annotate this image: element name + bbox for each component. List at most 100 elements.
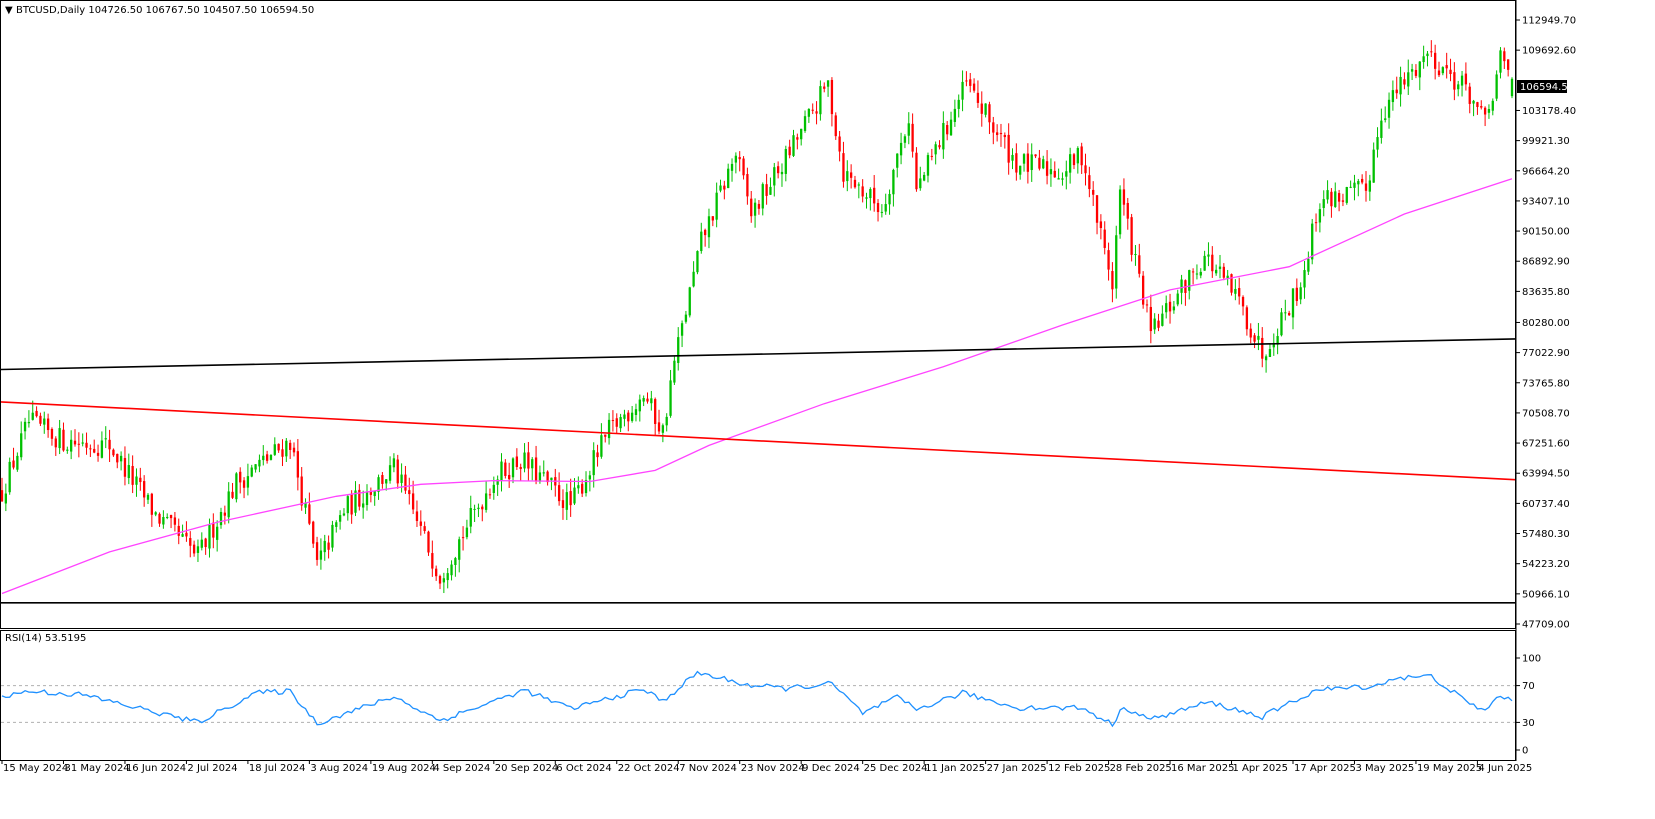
chart-header: ▼ BTCUSD,Daily 104726.50 106767.50 10450… — [5, 5, 314, 16]
candle-body — [780, 171, 784, 175]
candle-body — [408, 490, 411, 495]
candle-body — [354, 490, 357, 513]
current-price-label: 106594.50 — [1517, 80, 1574, 93]
candle-body — [1280, 312, 1283, 336]
candle-body — [131, 465, 134, 485]
candle-body — [1103, 229, 1106, 248]
candle-body — [561, 500, 565, 508]
x-tick-label: 16 Mar 2025 — [1171, 763, 1234, 774]
candle-body — [757, 203, 761, 209]
candle-body — [461, 537, 465, 539]
candle-body — [35, 410, 38, 417]
candle-body — [73, 440, 77, 445]
overlays-layer — [0, 178, 1516, 604]
candle-body — [315, 542, 319, 560]
candle-body — [642, 398, 645, 402]
rsi-panel-frame — [0, 630, 1516, 761]
candle-body — [438, 576, 442, 584]
candle-body — [523, 452, 526, 469]
candle-body — [1253, 335, 1256, 342]
candle-body — [949, 119, 953, 136]
candle-body — [296, 451, 300, 478]
candle-body — [1457, 84, 1460, 90]
candle-body — [1145, 304, 1149, 306]
candle-body — [980, 103, 983, 114]
candle-body — [1503, 51, 1506, 62]
candle-body — [750, 198, 753, 217]
candle-body — [876, 203, 880, 213]
candle-body — [1134, 254, 1137, 256]
candle-body — [484, 493, 488, 510]
candle-body — [1422, 56, 1425, 63]
candle-body — [784, 149, 787, 174]
candle-body — [289, 442, 292, 450]
candle-body — [627, 412, 630, 422]
candle-body — [657, 422, 661, 432]
candle-body — [907, 123, 910, 136]
candle-body — [504, 462, 507, 476]
candle-body — [961, 81, 964, 100]
candle-body — [1510, 78, 1514, 97]
candle-body — [888, 193, 891, 205]
candle-body — [953, 108, 957, 122]
candle-body — [143, 481, 146, 498]
candle-body — [753, 202, 757, 216]
candle-body — [216, 526, 219, 540]
candle-body — [1449, 69, 1452, 75]
candle-body — [873, 187, 876, 204]
candle-body — [388, 465, 392, 481]
candle-body — [1249, 328, 1252, 338]
candle-body — [473, 508, 476, 510]
candle-body — [1111, 271, 1114, 290]
candle-body — [596, 452, 599, 458]
candle-body — [300, 476, 303, 506]
rsi-tick-label: 0 — [1522, 746, 1528, 757]
candle-body — [1141, 275, 1145, 305]
x-tick-label: 16 Jun 2024 — [126, 763, 186, 774]
candle-body — [680, 323, 684, 336]
candle-body — [1084, 165, 1087, 174]
candle-body — [1337, 193, 1341, 202]
candle-body — [677, 337, 680, 363]
candle-body — [477, 507, 480, 510]
candle-body — [1076, 148, 1079, 164]
rsi-label: RSI(14) 53.5195 — [5, 633, 86, 644]
x-tick-label: 19 May 2025 — [1417, 763, 1482, 774]
candle-body — [185, 532, 188, 537]
candle-body — [116, 453, 119, 463]
candle-body — [1234, 288, 1237, 294]
candle-body — [1172, 306, 1176, 311]
candle-body — [189, 538, 192, 546]
candle-body — [773, 167, 776, 186]
x-tick-label: 7 Nov 2024 — [679, 763, 737, 774]
x-tick-label: 6 Oct 2024 — [556, 763, 611, 774]
candle-body — [135, 476, 138, 485]
candle-body — [1357, 181, 1360, 185]
candle-body — [1307, 258, 1310, 272]
candle-body — [166, 516, 169, 518]
price-tick-label: 67251.60 — [1522, 439, 1570, 450]
candle-body — [584, 480, 588, 494]
candle-body — [899, 142, 903, 156]
price-tick-label: 70508.70 — [1522, 408, 1570, 419]
x-tick-label: 15 May 2024 — [3, 763, 68, 774]
candle-body — [365, 491, 369, 506]
candle-body — [838, 136, 841, 152]
candle-body — [742, 158, 745, 176]
candle-body — [1499, 50, 1502, 73]
candle-body — [427, 531, 430, 553]
candle-body — [112, 449, 115, 456]
candle-body — [611, 420, 615, 422]
candle-body — [1368, 180, 1371, 192]
candle-body — [569, 491, 572, 506]
candle-body — [1045, 161, 1049, 176]
candle-body — [654, 399, 657, 425]
rsi-layer — [1, 670, 1515, 728]
candle-body — [223, 512, 227, 516]
x-tick-label: 22 Oct 2024 — [618, 763, 680, 774]
candle-body — [911, 123, 914, 152]
candle-body — [1095, 195, 1099, 223]
candle-body — [942, 122, 945, 150]
